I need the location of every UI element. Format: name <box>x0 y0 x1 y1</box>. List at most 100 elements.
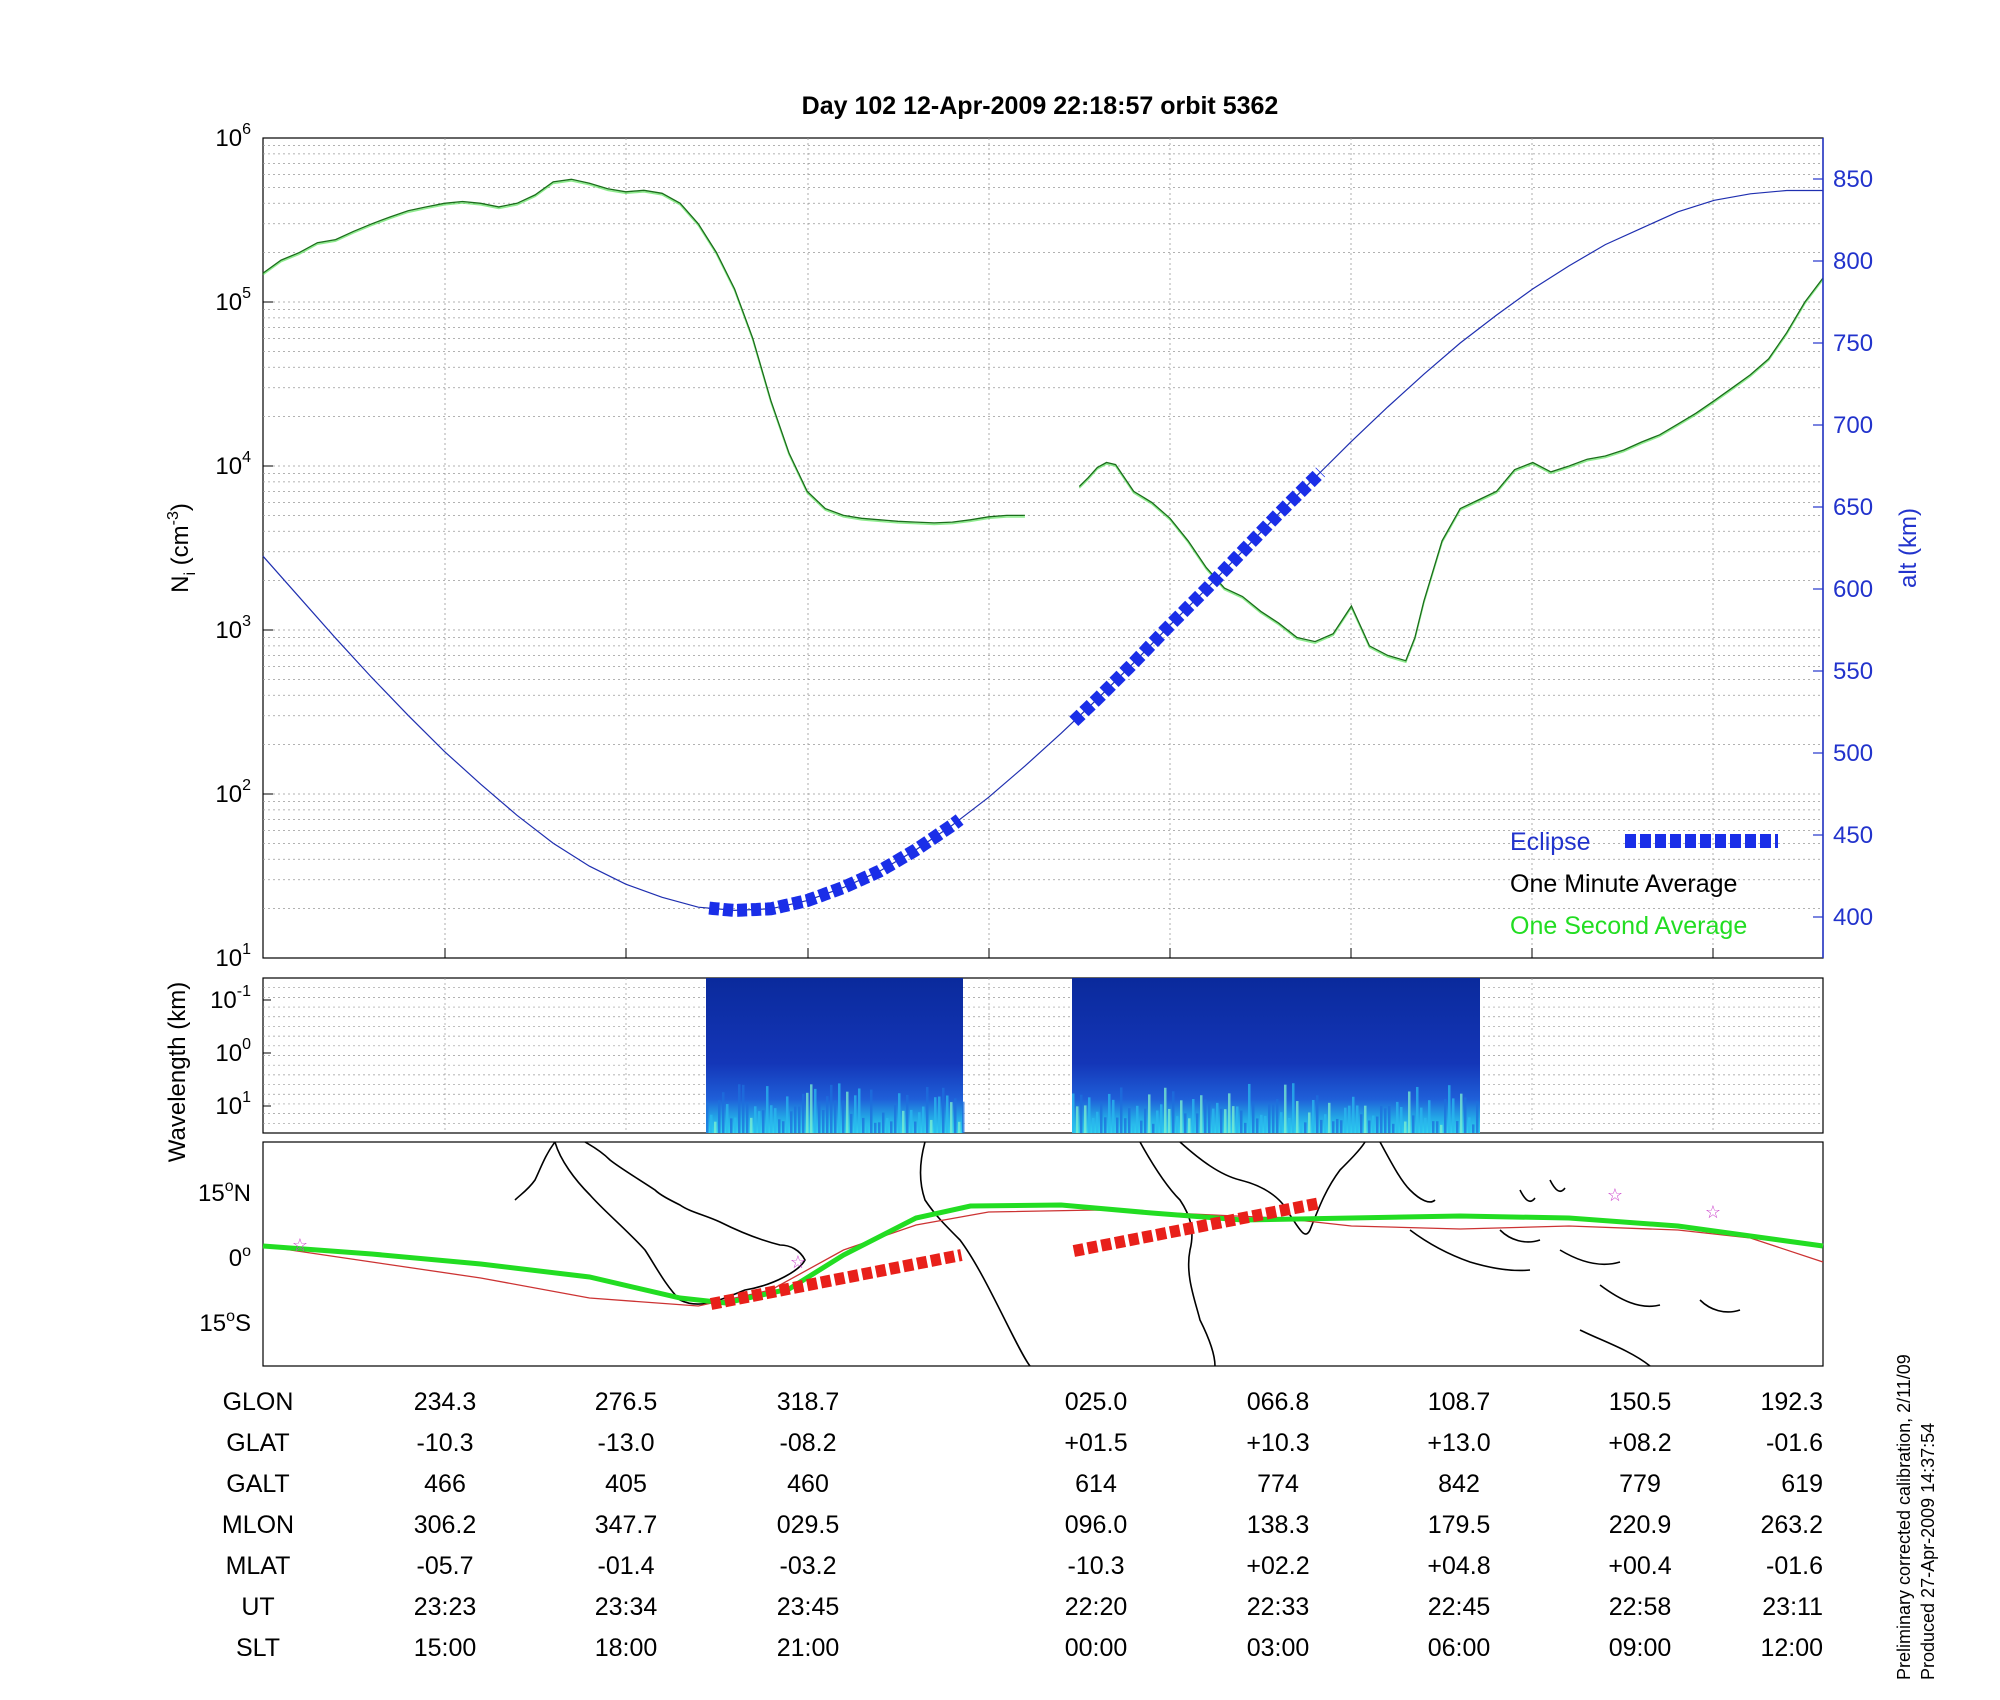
spectrogram-streak <box>958 1121 961 1133</box>
spectrogram-streak <box>774 1108 777 1133</box>
y-tick-label: 103 <box>215 613 251 644</box>
table-cell: +08.2 <box>1608 1429 1671 1457</box>
ephemeris-table: GLON GLAT GALT MLON MLAT UT SLT 234.3 -10.3 466 30… <box>222 1388 1823 1662</box>
spectrogram-streak <box>770 1105 773 1133</box>
spectrogram-streak <box>942 1087 945 1133</box>
spectrogram-streak <box>1352 1096 1355 1133</box>
spectrogram-streak <box>1400 1106 1403 1133</box>
spectrogram-streak <box>1260 1114 1263 1133</box>
spectrogram-streak <box>1476 1101 1479 1133</box>
spectrogram-streak <box>1272 1104 1275 1133</box>
spectrogram-streak <box>1160 1104 1163 1133</box>
spectrogram-streak <box>1408 1091 1411 1133</box>
spectrogram-streak <box>1252 1102 1255 1133</box>
y-tick-label: 106 <box>215 121 251 152</box>
spectrogram-streak <box>746 1101 749 1133</box>
table-cell: 192.3 <box>1760 1388 1823 1416</box>
spectrogram-streak <box>1448 1085 1451 1133</box>
spectrogram-streak <box>830 1084 833 1133</box>
eclipse-segment-2 <box>1069 467 1326 727</box>
spectrogram-streak <box>1372 1115 1375 1133</box>
spectrogram-streak <box>1084 1105 1087 1133</box>
spectrogram-streak <box>1288 1117 1291 1133</box>
australia-coast <box>1579 1329 1651 1367</box>
spectrogram-streak <box>706 1104 709 1133</box>
spectrogram-streak <box>1348 1105 1351 1133</box>
spectrogram-streak <box>734 1117 737 1133</box>
spectrogram-streak <box>914 1121 917 1133</box>
footer-line2: Produced 27-Apr-2009 14:37:54 <box>1918 1423 1938 1680</box>
y2-tick-label: 700 <box>1833 412 1873 439</box>
africa-east-coast <box>1139 1141 1216 1367</box>
density-grid <box>263 138 1823 958</box>
spectrogram-streak <box>1096 1111 1099 1133</box>
orbit-track-line <box>262 1209 1824 1307</box>
spectrogram-streak <box>1412 1115 1415 1133</box>
spectrogram-streak <box>786 1096 789 1133</box>
table-cell: 108.7 <box>1428 1388 1491 1416</box>
table-cell: 09:00 <box>1609 1634 1672 1662</box>
spectrogram-streak <box>898 1093 901 1133</box>
spectrogram-streak <box>938 1096 941 1133</box>
spectrogram-streak <box>1136 1105 1139 1133</box>
spectrogram-streaks <box>706 1083 1479 1133</box>
spectrogram-streak <box>1376 1116 1379 1133</box>
table-cell: 306.2 <box>414 1511 477 1539</box>
spectrogram-streak <box>1464 1097 1467 1133</box>
spectrogram-streak <box>730 1118 733 1133</box>
spectrogram-streak <box>742 1084 745 1133</box>
spectrogram-streak <box>1380 1105 1383 1133</box>
eclipse-map-segment-1 <box>709 1249 963 1310</box>
table-cell: 263.2 <box>1760 1511 1823 1539</box>
spectrogram-streak <box>1240 1110 1243 1133</box>
spec-y-tick-label: 10-1 <box>210 983 251 1014</box>
table-cell: -01.4 <box>598 1552 655 1580</box>
arabia-india-coast <box>1179 1141 1366 1235</box>
spectrogram-streak <box>866 1124 869 1133</box>
table-cell: -10.3 <box>417 1429 474 1457</box>
table-cell: 179.5 <box>1428 1511 1491 1539</box>
spectrogram-streak <box>1144 1108 1147 1133</box>
spectrogram-grid <box>263 978 1823 1133</box>
y2-tick-label: 750 <box>1833 330 1873 357</box>
spectrogram-streak <box>1180 1100 1183 1133</box>
spectrogram-streak <box>1456 1121 1459 1133</box>
spectrogram-streak <box>1396 1101 1399 1133</box>
spectrogram-streak <box>926 1086 929 1133</box>
y-tick-label: 104 <box>215 449 251 480</box>
spectrogram-streak <box>906 1094 909 1133</box>
eclipse-map-series <box>709 1197 1322 1310</box>
spectrogram-streak <box>710 1114 713 1133</box>
spectrogram-streak <box>1236 1106 1239 1133</box>
spectrogram-streak <box>766 1086 769 1133</box>
y2-tick-label: 450 <box>1833 822 1873 849</box>
spectrogram-streak <box>1336 1118 1339 1133</box>
table-cell: 779 <box>1619 1470 1661 1498</box>
table-cell: 00:00 <box>1065 1634 1128 1662</box>
table-cell: 06:00 <box>1428 1634 1491 1662</box>
map-panel: ☆ ☆ ☆ ☆ 15oN 0o 15oS <box>198 1141 1824 1367</box>
spectrogram-streak <box>1080 1094 1083 1133</box>
legend: Eclipse One Minute Average One Second Av… <box>1510 828 1778 940</box>
spectrogram-streak <box>1220 1108 1223 1133</box>
spectrogram-streak <box>1184 1113 1187 1133</box>
spectrogram-streak <box>1292 1083 1295 1133</box>
spectrogram-streak <box>1092 1117 1095 1133</box>
table-cell: 276.5 <box>595 1388 658 1416</box>
spectrogram-streak <box>922 1106 925 1133</box>
spec-y-tick-label: 100 <box>215 1036 251 1067</box>
table-cell: 347.7 <box>595 1511 658 1539</box>
africa-west-coast <box>919 1141 1031 1367</box>
spectrogram-streak <box>962 1101 965 1133</box>
spectrogram-streak <box>1196 1113 1199 1133</box>
altitude-series <box>262 189 1823 912</box>
spectrogram-streak <box>878 1122 881 1133</box>
spectrogram-streak <box>1356 1105 1359 1133</box>
table-cell: +13.0 <box>1427 1429 1490 1457</box>
spectrogram-streak <box>1440 1124 1443 1133</box>
footer-line1: Preliminary corrected calibration, 2/11/… <box>1894 1354 1914 1680</box>
legend-eclipse-label: Eclipse <box>1510 828 1591 856</box>
spectrogram-streak <box>1216 1102 1219 1133</box>
spectrogram-streak <box>1276 1098 1279 1133</box>
density-series <box>262 178 1824 664</box>
